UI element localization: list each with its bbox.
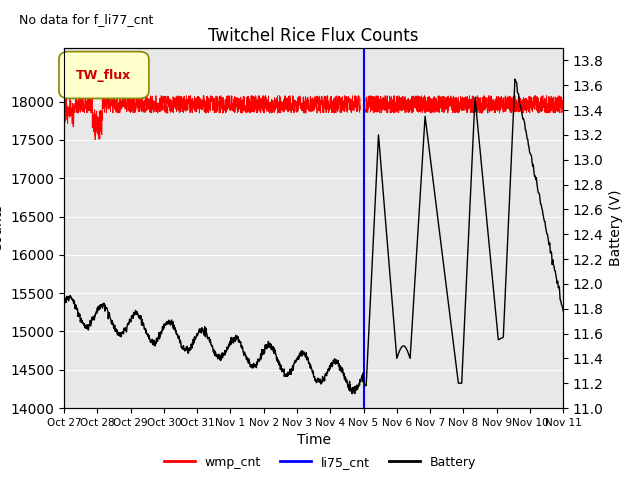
Y-axis label: Battery (V): Battery (V) xyxy=(609,190,623,266)
Title: Twitchel Rice Flux Counts: Twitchel Rice Flux Counts xyxy=(209,27,419,45)
FancyBboxPatch shape xyxy=(59,52,149,98)
Text: No data for f_li77_cnt: No data for f_li77_cnt xyxy=(19,13,154,26)
X-axis label: Time: Time xyxy=(296,433,331,447)
Text: TW_flux: TW_flux xyxy=(76,69,132,82)
Y-axis label: Counts: Counts xyxy=(0,204,4,252)
Legend: wmp_cnt, li75_cnt, Battery: wmp_cnt, li75_cnt, Battery xyxy=(159,451,481,474)
